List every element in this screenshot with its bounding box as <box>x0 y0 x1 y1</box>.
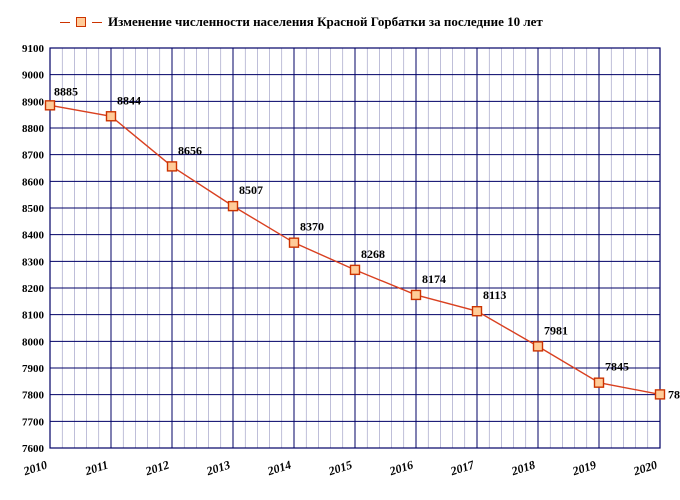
svg-text:2017: 2017 <box>448 457 477 478</box>
svg-text:8800: 8800 <box>22 123 45 135</box>
svg-text:7700: 7700 <box>22 416 45 428</box>
svg-text:2010: 2010 <box>21 458 49 479</box>
chart-svg: 7600 7700 7800 7900 8000 8100 8200 8300 8400 8500… <box>0 0 680 500</box>
svg-text:7900: 7900 <box>22 363 45 375</box>
svg-text:8900: 8900 <box>22 96 45 108</box>
svg-text:2015: 2015 <box>326 458 354 479</box>
svg-text:8000: 8000 <box>22 336 45 348</box>
svg-text:8656: 8656 <box>178 143 202 157</box>
svg-text:8600: 8600 <box>22 176 45 188</box>
svg-text:2012: 2012 <box>143 458 171 479</box>
svg-text:8268: 8268 <box>361 247 385 261</box>
svg-text:7600: 7600 <box>22 443 45 455</box>
svg-text:8507: 8507 <box>239 183 263 197</box>
svg-text:7800: 7800 <box>22 390 45 402</box>
svg-text:8100: 8100 <box>22 310 45 322</box>
svg-text:8300: 8300 <box>22 256 45 268</box>
legend-marker <box>76 17 86 27</box>
svg-text:8844: 8844 <box>117 93 141 107</box>
svg-text:2014: 2014 <box>265 458 293 479</box>
legend-line <box>92 22 102 23</box>
legend-label: Изменение численности населения Красной … <box>108 14 543 30</box>
chart-legend: Изменение численности населения Красной … <box>60 14 543 30</box>
svg-text:8370: 8370 <box>300 220 324 234</box>
svg-text:8400: 8400 <box>22 230 45 242</box>
svg-text:8113: 8113 <box>483 288 506 302</box>
svg-text:2016: 2016 <box>387 458 415 479</box>
svg-text:2020: 2020 <box>631 458 659 479</box>
svg-text:7981: 7981 <box>544 323 568 337</box>
svg-text:7845: 7845 <box>605 360 629 374</box>
svg-text:9100: 9100 <box>22 43 45 55</box>
svg-text:2019: 2019 <box>570 458 598 479</box>
svg-text:2013: 2013 <box>204 458 232 479</box>
population-chart: Изменение численности населения Красной … <box>0 0 680 500</box>
svg-text:2018: 2018 <box>509 458 537 479</box>
svg-text:8200: 8200 <box>22 283 45 295</box>
svg-text:7801: 7801 <box>668 387 680 401</box>
svg-text:8700: 8700 <box>22 150 45 162</box>
svg-text:8500: 8500 <box>22 203 45 215</box>
legend-line <box>60 22 70 23</box>
svg-text:8174: 8174 <box>422 272 446 286</box>
svg-text:2011: 2011 <box>82 458 109 479</box>
svg-text:8885: 8885 <box>54 84 78 98</box>
svg-text:9000: 9000 <box>22 70 45 82</box>
